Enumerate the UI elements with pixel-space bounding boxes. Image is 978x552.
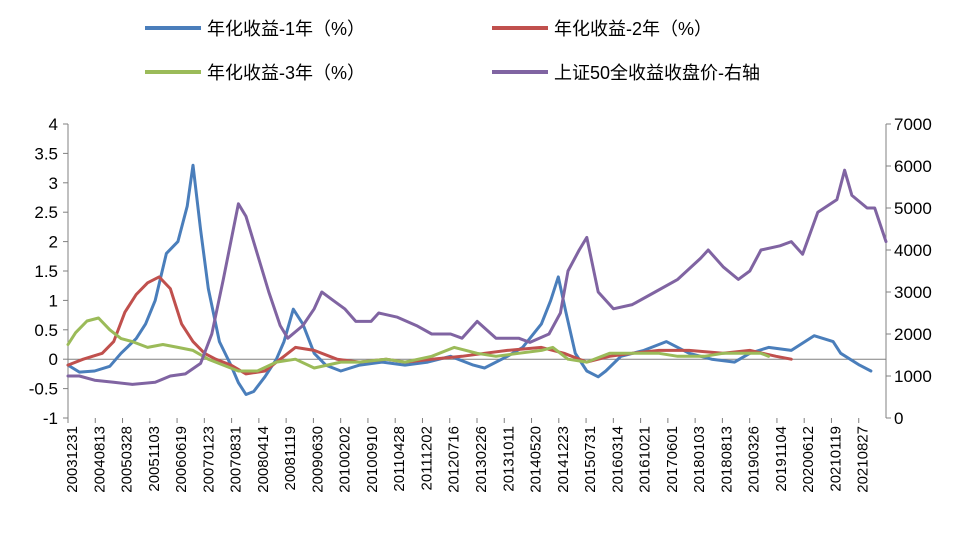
right-tick-label: 5000 [894, 199, 932, 218]
x-tick-label: 20210827 [855, 426, 872, 493]
x-tick-label: 20050328 [119, 426, 136, 493]
right-axis-ticks: 0 1000 2000 3000 4000 5000 6000 7000 [886, 115, 932, 428]
x-tick-label: 20051103 [146, 426, 163, 492]
x-tick-label: 20070831 [228, 426, 245, 493]
x-tick-label: 20090630 [309, 426, 326, 493]
series-group [66, 163, 888, 396]
series-line-1 [66, 163, 873, 396]
left-tick-label: -0.5 [29, 380, 58, 399]
x-tick-label: 20031231 [64, 426, 81, 493]
left-tick-label: -1 [43, 409, 58, 428]
x-tick-label: 20080414 [255, 426, 272, 493]
left-tick-label: 3.5 [34, 144, 58, 163]
x-tick-label: 20170601 [664, 426, 681, 493]
x-tick-label: 20190326 [746, 426, 763, 493]
x-tick-label: 20111202 [418, 426, 435, 491]
legend-label: 年化收益-3年（%） [207, 63, 365, 83]
x-tick-label: 20100202 [337, 426, 354, 493]
left-tick-label: 2 [49, 233, 58, 252]
x-tick-label: 20100910 [364, 426, 381, 493]
legend-label: 上证50全收益收盘价-右轴 [554, 63, 760, 83]
series-line-3 [66, 316, 771, 373]
series-line-4 [66, 168, 888, 386]
x-tick-label: 20161021 [637, 426, 654, 493]
legend-label: 年化收益-2年（%） [554, 19, 712, 39]
x-tick-label: 20141223 [555, 426, 572, 493]
right-tick-label: 7000 [894, 115, 932, 134]
x-tick-label: 20120716 [446, 426, 463, 493]
right-tick-label: 0 [894, 409, 903, 428]
legend: 年化收益-1年（%） 年化收益-2年（%） 年化收益-3年（%） 上证50全收益收盘价… [145, 19, 760, 83]
x-tick-label: 20200612 [800, 426, 817, 493]
x-tick-label: 20150731 [582, 426, 599, 493]
x-tick-label: 20081119 [282, 426, 299, 491]
right-tick-label: 3000 [894, 283, 932, 302]
plot-area [66, 124, 888, 418]
x-tick-label: 20210119 [827, 426, 844, 492]
x-tick-label: 20110428 [391, 426, 408, 492]
left-tick-label: 3 [49, 174, 58, 193]
x-tick-label: 20040813 [91, 426, 108, 493]
x-tick-label: 20070123 [200, 426, 217, 493]
right-tick-label: 4000 [894, 241, 932, 260]
right-tick-label: 1000 [894, 367, 932, 386]
left-tick-label: 1 [49, 291, 58, 310]
x-tick-label: 20131011 [500, 426, 517, 492]
x-tick-label: 20130226 [473, 426, 490, 493]
x-tick-label: 20060619 [173, 426, 190, 493]
left-tick-label: 4 [49, 115, 58, 134]
x-tick-label: 20160314 [609, 426, 626, 493]
left-tick-label: 0.5 [34, 321, 58, 340]
x-tick-label: 20191104 [773, 426, 790, 492]
left-tick-label: 1.5 [34, 262, 58, 281]
left-tick-label: 2.5 [34, 203, 58, 222]
right-tick-label: 6000 [894, 157, 932, 176]
x-tick-label: 20140520 [528, 426, 545, 493]
right-tick-label: 2000 [894, 325, 932, 344]
x-tick-label: 20180103 [691, 426, 708, 493]
left-tick-label: 0 [49, 350, 58, 369]
left-axis-ticks: -1 -0.5 0 0.5 1 1.5 2 2.5 3 3.5 4 [29, 115, 68, 428]
x-axis-ticks: 20031231 20040813 20050328 20051103 20060619… [64, 418, 872, 493]
legend-label: 年化收益-1年（%） [207, 19, 365, 39]
x-tick-label: 20180813 [718, 426, 735, 493]
